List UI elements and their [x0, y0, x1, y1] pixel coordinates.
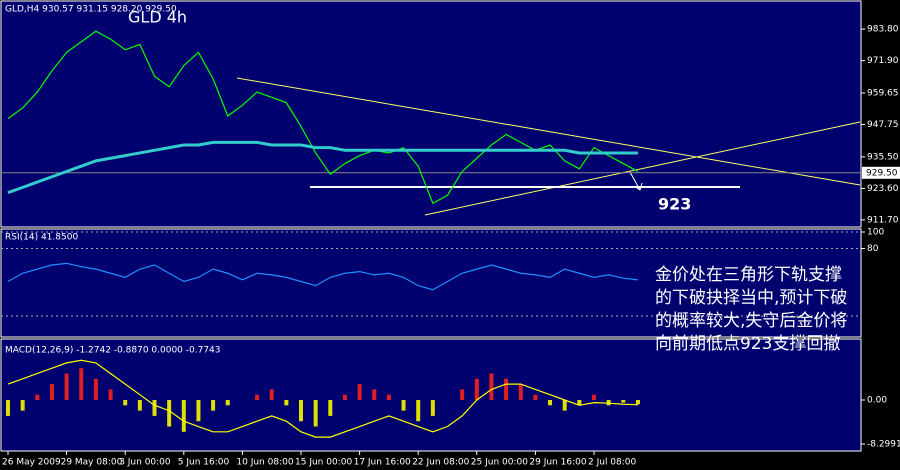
last-price-box [862, 166, 900, 179]
histogram-bar [548, 399, 553, 406]
trendline [424, 121, 861, 216]
macd-title: MACD(12,26,9) -1.2742 -0.8870 0.0000 -0.… [5, 346, 221, 356]
histogram-bar [225, 399, 230, 406]
rsi-panel [0, 228, 862, 338]
histogram-bar [562, 399, 567, 411]
histogram-bar [79, 368, 84, 400]
y-tick-label: 983.80 [867, 25, 899, 35]
histogram-bar [430, 399, 435, 416]
histogram-bar [401, 399, 406, 411]
histogram-bar [211, 399, 216, 411]
histogram-bar [592, 394, 596, 400]
histogram-bar [416, 399, 421, 422]
histogram-bar [357, 384, 362, 400]
series-line [7, 140, 638, 195]
note-line: 向前期低点923支撑回撤 [655, 334, 840, 354]
x-tick-label: 10 Jun 08:00 [236, 458, 293, 468]
histogram-bar [474, 378, 479, 400]
histogram-bar [64, 373, 69, 400]
histogram-bar [518, 384, 523, 400]
annotation: 923 [658, 195, 691, 214]
x-tick-label: 29 Jun 16:00 [529, 458, 586, 468]
arrow [629, 171, 643, 191]
y-tick-label: 935.50 [867, 152, 899, 162]
histogram-bar [489, 373, 494, 400]
histogram-bar [35, 394, 40, 400]
histogram-bar [386, 394, 391, 400]
x-tick-label: 25 Jun 00:00 [471, 458, 528, 468]
histogram-bar [269, 389, 274, 400]
note-line: 的下破抉择当中,预计下破 [655, 288, 847, 308]
chart-title: GLD 4h [128, 8, 187, 27]
rsi-title: RSI(14) 41.8500 [5, 233, 78, 243]
histogram-bar [181, 399, 186, 432]
histogram-bar [372, 389, 377, 400]
note-line: 金价处在三角形下轨支撑 [655, 265, 842, 285]
histogram-bar [152, 399, 157, 416]
y-tick-label: 947.75 [867, 120, 899, 130]
histogram-bar [284, 399, 289, 406]
histogram-bar [123, 399, 128, 406]
histogram-bar [533, 394, 538, 400]
header: GLD,H4 930.57 931.15 928.20 929.50 [5, 5, 177, 15]
y-tick-label: -8.2991 [867, 440, 900, 450]
y-tick-label: 971.90 [867, 56, 899, 66]
x-tick-label: 15 Jun 00:00 [295, 458, 352, 468]
histogram-bar [504, 378, 509, 400]
histogram-bar [167, 399, 172, 427]
last-price-label: 929.50 [866, 168, 898, 178]
y-tick-label: 959.65 [867, 89, 899, 99]
series-line [7, 262, 639, 291]
histogram-bar [137, 399, 142, 411]
y-tick-label: 80 [867, 244, 879, 254]
y-tick-label: 911.70 [867, 215, 899, 225]
histogram-bar [255, 394, 260, 400]
x-tick-label: 2 Jul 08:00 [588, 458, 637, 468]
price-panel [0, 0, 862, 228]
series-line [7, 359, 638, 438]
histogram-bar [460, 389, 465, 400]
note-line: 的概率较大,失守后金价将 [655, 311, 847, 331]
y-tick-label: 923.60 [867, 184, 899, 194]
histogram-bar [328, 399, 333, 416]
histogram-bar [342, 394, 347, 400]
y-tick-label: 100 [867, 228, 884, 238]
histogram-bar [621, 399, 626, 403]
histogram-bar [196, 399, 201, 422]
histogram-bar [20, 399, 25, 411]
histogram-bar [313, 399, 318, 427]
macd-panel [0, 338, 862, 452]
x-tick-label: 26 May 2009 [2, 458, 61, 468]
histogram-bar [299, 399, 303, 422]
x-tick-label: 3 Jun 00:00 [119, 458, 171, 468]
histogram-bar [6, 399, 10, 416]
x-tick-label: 17 Jun 16:00 [354, 458, 411, 468]
histogram-bar [49, 384, 54, 400]
histogram-bar [93, 378, 98, 400]
histogram-bar [577, 399, 582, 406]
histogram-bar [108, 389, 113, 400]
x-tick-label: 29 May 08:00 [61, 458, 123, 468]
y-tick-label: 0.00 [867, 395, 887, 405]
histogram-bar [635, 399, 640, 405]
x-tick-label: 22 Jun 08:00 [412, 458, 469, 468]
x-tick-label: 5 Jun 16:00 [178, 458, 230, 468]
trendline [236, 77, 861, 186]
